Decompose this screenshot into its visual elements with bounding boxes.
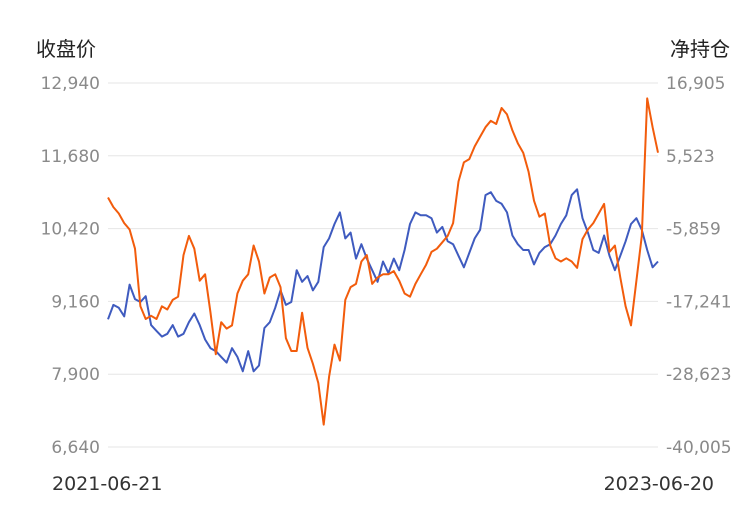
net-position-line <box>107 97 659 426</box>
left-tick-label: 10,420 <box>41 220 100 240</box>
left-tick-label: 9,160 <box>51 292 100 312</box>
right-tick-label: -40,005 <box>666 438 732 458</box>
left-axis-ticks: 12,940 11,680 10,420 9,160 7,900 6,640 <box>41 74 100 458</box>
close-price-line <box>107 188 659 373</box>
left-tick-label: 7,900 <box>51 365 100 385</box>
right-axis-title: 净持仓 <box>670 37 730 61</box>
right-tick-label: -28,623 <box>666 365 732 385</box>
right-tick-label: 5,523 <box>666 147 715 167</box>
right-tick-label: 16,905 <box>666 74 725 94</box>
series-lines <box>107 97 659 426</box>
left-tick-label: 6,640 <box>51 438 100 458</box>
left-axis-title: 收盘价 <box>36 37 96 61</box>
right-axis-ticks: 16,905 5,523 -5,859 -17,241 -28,623 -40,005 <box>666 74 732 458</box>
gridlines <box>108 82 658 448</box>
x-end-label: 2023-06-20 <box>604 473 714 495</box>
left-tick-label: 11,680 <box>41 147 100 167</box>
x-start-label: 2021-06-21 <box>52 473 162 495</box>
left-tick-label: 12,940 <box>41 74 100 94</box>
right-tick-label: -5,859 <box>666 220 721 240</box>
right-tick-label: -17,241 <box>666 292 732 312</box>
